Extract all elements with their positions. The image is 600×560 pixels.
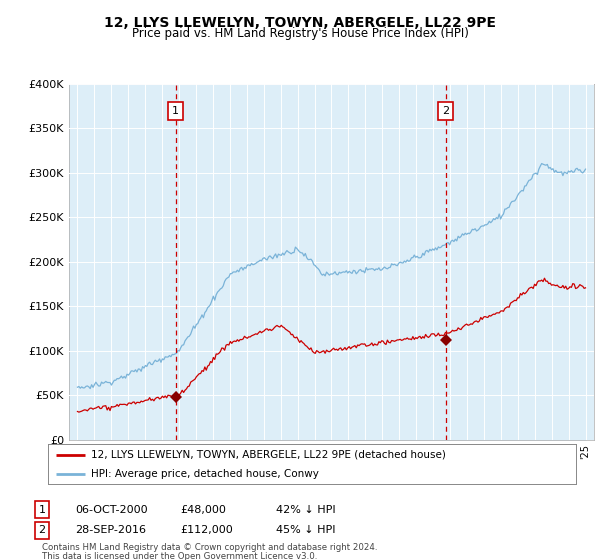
- Text: 12, LLYS LLEWELYN, TOWYN, ABERGELE, LL22 9PE: 12, LLYS LLEWELYN, TOWYN, ABERGELE, LL22…: [104, 16, 496, 30]
- Text: 06-OCT-2000: 06-OCT-2000: [75, 505, 148, 515]
- Text: HPI: Average price, detached house, Conwy: HPI: Average price, detached house, Conw…: [91, 469, 319, 478]
- Text: 1: 1: [38, 505, 46, 515]
- Text: £48,000: £48,000: [180, 505, 226, 515]
- Text: 2: 2: [38, 525, 46, 535]
- Text: 12, LLYS LLEWELYN, TOWYN, ABERGELE, LL22 9PE (detached house): 12, LLYS LLEWELYN, TOWYN, ABERGELE, LL22…: [91, 450, 446, 460]
- Text: 28-SEP-2016: 28-SEP-2016: [75, 525, 146, 535]
- Text: Contains HM Land Registry data © Crown copyright and database right 2024.: Contains HM Land Registry data © Crown c…: [42, 543, 377, 552]
- Text: Price paid vs. HM Land Registry's House Price Index (HPI): Price paid vs. HM Land Registry's House …: [131, 27, 469, 40]
- Text: 1: 1: [172, 106, 179, 116]
- Text: £112,000: £112,000: [180, 525, 233, 535]
- Text: 45% ↓ HPI: 45% ↓ HPI: [276, 525, 335, 535]
- Text: 2: 2: [442, 106, 449, 116]
- Text: 42% ↓ HPI: 42% ↓ HPI: [276, 505, 335, 515]
- Text: This data is licensed under the Open Government Licence v3.0.: This data is licensed under the Open Gov…: [42, 552, 317, 560]
